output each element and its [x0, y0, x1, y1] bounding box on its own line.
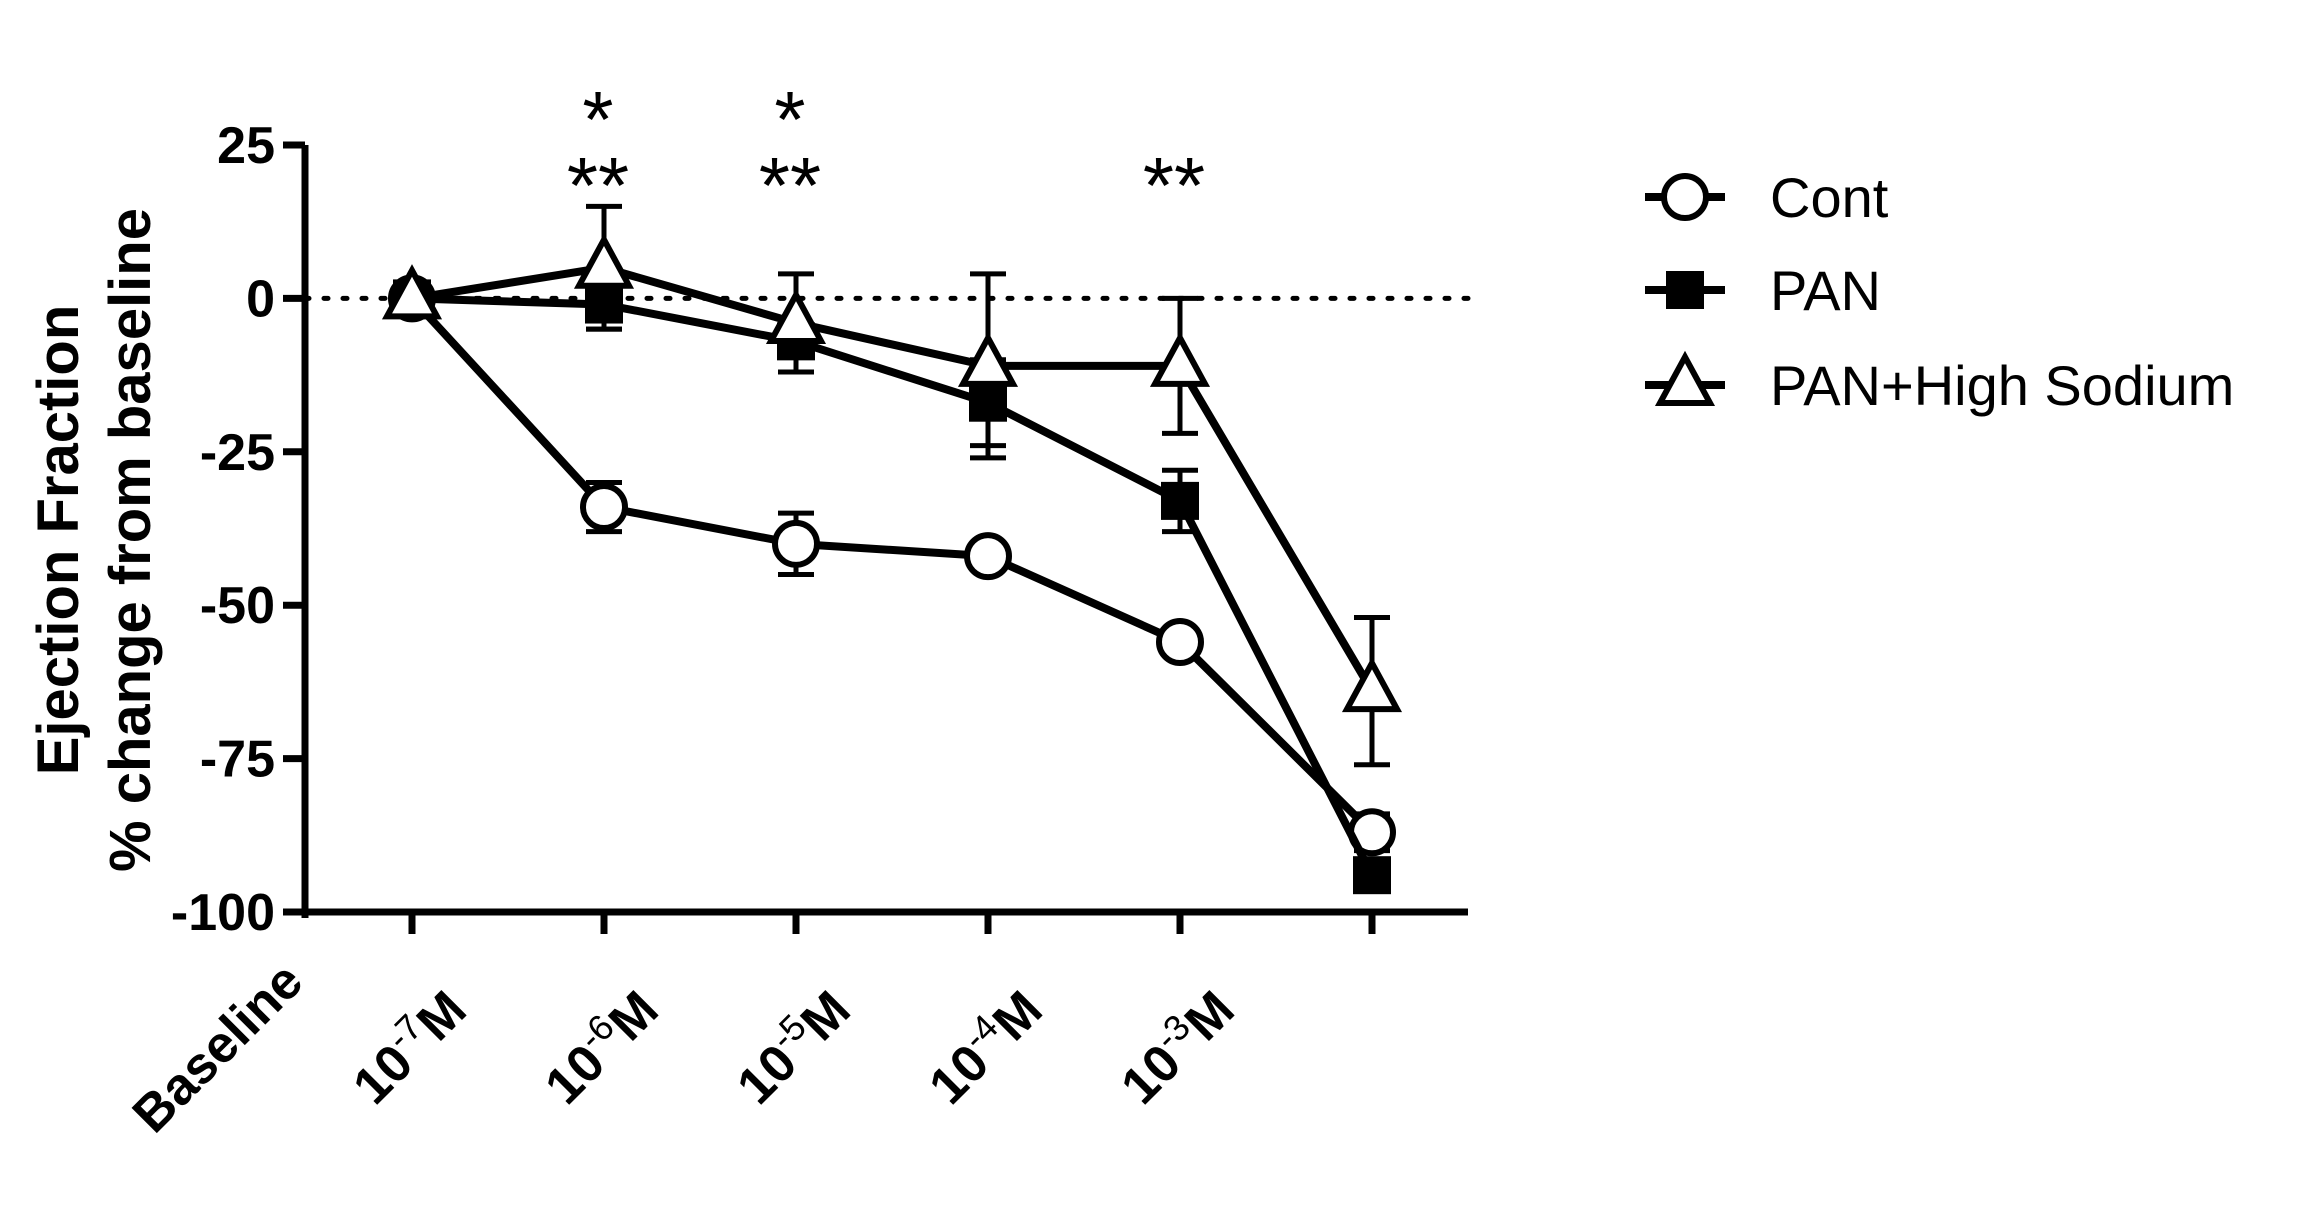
legend-label: PAN	[1770, 259, 1881, 322]
x-tick-label: 10-3M	[1105, 975, 1245, 1115]
data-point	[1161, 481, 1199, 520]
significance-annotation: **	[567, 141, 629, 230]
significance-annotation: *	[774, 75, 805, 164]
y-tick-label: -100	[171, 884, 275, 942]
significance-annotation: *	[582, 75, 613, 164]
y-tick-label: -75	[200, 731, 275, 789]
legend-item: PAN+High Sodium	[1645, 350, 2234, 417]
annotations-group: ****** **	[567, 75, 1205, 230]
series-line	[411, 263, 1376, 694]
data-point	[964, 532, 1012, 581]
series-group	[381, 203, 1403, 895]
x-tick-label: Baseline	[122, 952, 314, 1144]
data-point	[1156, 618, 1204, 667]
legend-label: PAN+High Sodium	[1770, 354, 2234, 417]
x-tick-label: 10-5M	[721, 975, 861, 1115]
legend-item: PAN	[1645, 259, 1881, 322]
legend-marker	[1661, 173, 1709, 221]
series-pan-high-sodium	[381, 203, 1403, 768]
data-point	[1149, 331, 1211, 387]
y-tick-label: 25	[217, 117, 275, 175]
y-tick-label: -50	[200, 577, 275, 635]
axes-group: 25 0 -25 -50 -75 -100 Baseline 10-7M 10-6M 10-5M 1…	[122, 117, 1468, 1144]
data-point	[573, 233, 635, 289]
legend-marker	[1666, 271, 1704, 309]
x-tick-label: 10-6M	[529, 975, 669, 1115]
significance-annotation: **	[1143, 141, 1205, 230]
series-cont	[388, 274, 1396, 857]
data-point	[765, 288, 827, 344]
significance-annotation: **	[759, 141, 821, 230]
series-line	[409, 295, 1375, 836]
data-point	[957, 331, 1019, 387]
y-axis-subtitle: % change from baseline	[98, 208, 163, 872]
legend: Cont PAN PAN+High Sodium	[1645, 166, 2234, 417]
x-tick-label: 10-4M	[913, 975, 1053, 1115]
data-point	[772, 519, 820, 568]
data-point	[580, 483, 628, 532]
legend-marker	[1654, 350, 1716, 406]
legend-label: Cont	[1770, 166, 1889, 229]
data-point	[381, 264, 443, 320]
data-point	[1341, 656, 1403, 713]
data-point	[1353, 856, 1391, 895]
legend-item: Cont	[1645, 166, 1889, 229]
y-tick-label: 0	[246, 270, 275, 328]
series-line	[411, 294, 1376, 878]
y-tick-label: -25	[200, 424, 275, 482]
series-pan	[393, 277, 1391, 895]
y-axis-title: Ejection Fraction	[26, 305, 91, 776]
x-tick-label: 10-7M	[337, 975, 477, 1115]
